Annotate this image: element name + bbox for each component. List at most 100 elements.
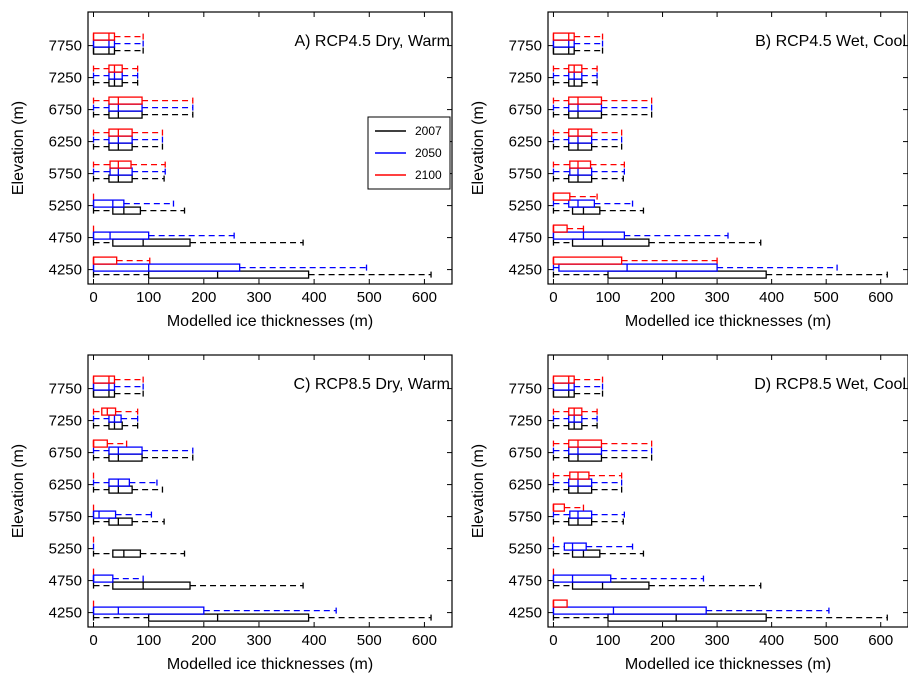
- iqr-box: [108, 96, 143, 105]
- iqr-box: [607, 270, 767, 279]
- iqr-box: [568, 453, 603, 462]
- x-tick-label: 500: [357, 289, 382, 306]
- iqr-box: [92, 606, 205, 615]
- y-tick-label: 4750: [49, 573, 82, 590]
- iqr-box: [552, 46, 575, 55]
- y-tick-label: 7250: [509, 413, 542, 430]
- box-2050-4750: [92, 231, 235, 240]
- box-2007-7750: [92, 389, 144, 398]
- plot-frame: [547, 354, 908, 628]
- iqr-box: [148, 270, 310, 279]
- iqr-box: [108, 446, 143, 455]
- box-2007-7250: [92, 421, 139, 430]
- box-2050-4750: [552, 574, 705, 583]
- iqr-box: [552, 192, 571, 201]
- iqr-box: [109, 160, 132, 169]
- iqr-box: [101, 407, 117, 416]
- y-tick-label: 5750: [509, 509, 542, 526]
- x-tick-label: 600: [412, 632, 437, 649]
- box-2050-7250: [552, 414, 598, 423]
- iqr-box: [552, 375, 575, 384]
- box-2007-4750: [552, 581, 762, 590]
- x-tick-label: 400: [759, 632, 784, 649]
- box-2007-5250: [552, 206, 645, 215]
- iqr-box: [92, 574, 114, 583]
- box-2007-4750: [92, 581, 304, 590]
- iqr-box: [92, 439, 108, 448]
- y-tick-label: 5750: [49, 509, 82, 526]
- box-2007-6750: [552, 110, 653, 119]
- x-tick-label: 500: [814, 632, 839, 649]
- y-tick-label: 5250: [49, 541, 82, 558]
- iqr-box: [568, 135, 593, 144]
- y-tick-label: 7250: [49, 413, 82, 430]
- iqr-box: [552, 224, 568, 233]
- box-2100-6250: [552, 471, 623, 480]
- y-tick-label: 6750: [509, 102, 542, 119]
- iqr-box: [568, 142, 593, 151]
- y-tick-label: 7750: [49, 381, 82, 398]
- iqr-box: [108, 453, 143, 462]
- box-2100-7750: [552, 375, 604, 384]
- box-2050-4750: [552, 231, 729, 240]
- iqr-box: [568, 78, 583, 87]
- y-tick-label: 4750: [509, 573, 542, 590]
- y-tick-label: 4750: [509, 230, 542, 247]
- y-axis-label: Elevation (m): [470, 101, 487, 195]
- iqr-box: [552, 32, 575, 41]
- iqr-box: [108, 78, 123, 87]
- x-tick-label: 200: [650, 632, 675, 649]
- chart-panel-4: 0 100 200 300 400 500 600 4250 4750 5250 5750 6250 6…: [470, 354, 908, 673]
- x-tick-label: 100: [595, 289, 620, 306]
- y-tick-label: 5750: [49, 166, 82, 183]
- iqr-box: [568, 478, 593, 487]
- box-2050-4250: [552, 263, 838, 272]
- iqr-box: [108, 71, 123, 80]
- iqr-box: [552, 256, 623, 265]
- x-tick-label: 0: [89, 289, 97, 306]
- iqr-box: [552, 39, 575, 48]
- y-tick-label: 5250: [49, 198, 82, 215]
- chart-panel-1: 0 100 200 300 400 500 600 4250 4750 5250 5750 6250 6…: [10, 11, 453, 330]
- iqr-box: [108, 142, 133, 151]
- x-axis-label: Modelled ice thicknesses (m): [625, 313, 831, 330]
- iqr-box: [92, 263, 241, 272]
- x-tick-label: 300: [705, 289, 730, 306]
- iqr-box: [568, 446, 603, 455]
- y-axis-label: Elevation (m): [10, 101, 27, 195]
- iqr-box: [112, 238, 191, 247]
- iqr-box: [108, 517, 133, 526]
- x-tick-label: 400: [302, 632, 327, 649]
- x-tick-label: 200: [650, 289, 675, 306]
- iqr-box: [568, 103, 603, 112]
- x-tick-label: 100: [595, 632, 620, 649]
- box-2100-7750: [552, 32, 604, 41]
- iqr-box: [108, 485, 133, 494]
- iqr-box: [92, 32, 116, 41]
- x-axis-label: Modelled ice thicknesses (m): [167, 656, 373, 673]
- plot-frame: [87, 354, 453, 628]
- box-2007-5250: [552, 549, 645, 558]
- panel-title: B) RCP4.5 Wet, Cool: [755, 33, 906, 50]
- box-2100-4750: [552, 224, 585, 233]
- box-2100-4250: [552, 256, 718, 265]
- x-tick-label: 600: [868, 289, 893, 306]
- box-2007-6250: [92, 485, 164, 494]
- iqr-box: [552, 503, 566, 512]
- iqr-box: [571, 238, 650, 247]
- x-tick-label: 500: [357, 632, 382, 649]
- box-2100-4250: [552, 599, 568, 608]
- y-tick-label: 5250: [509, 541, 542, 558]
- iqr-box: [568, 407, 583, 416]
- panel-title: D) RCP8.5 Wet, Cool: [754, 376, 906, 393]
- iqr-box: [92, 510, 117, 519]
- iqr-box: [568, 517, 593, 526]
- box-2100-5250: [552, 192, 598, 201]
- iqr-box: [568, 439, 603, 448]
- iqr-box: [112, 581, 191, 590]
- iqr-box: [108, 103, 143, 112]
- box-2007-6250: [552, 485, 623, 494]
- box-2050-5750: [552, 167, 626, 176]
- iqr-box: [108, 421, 123, 430]
